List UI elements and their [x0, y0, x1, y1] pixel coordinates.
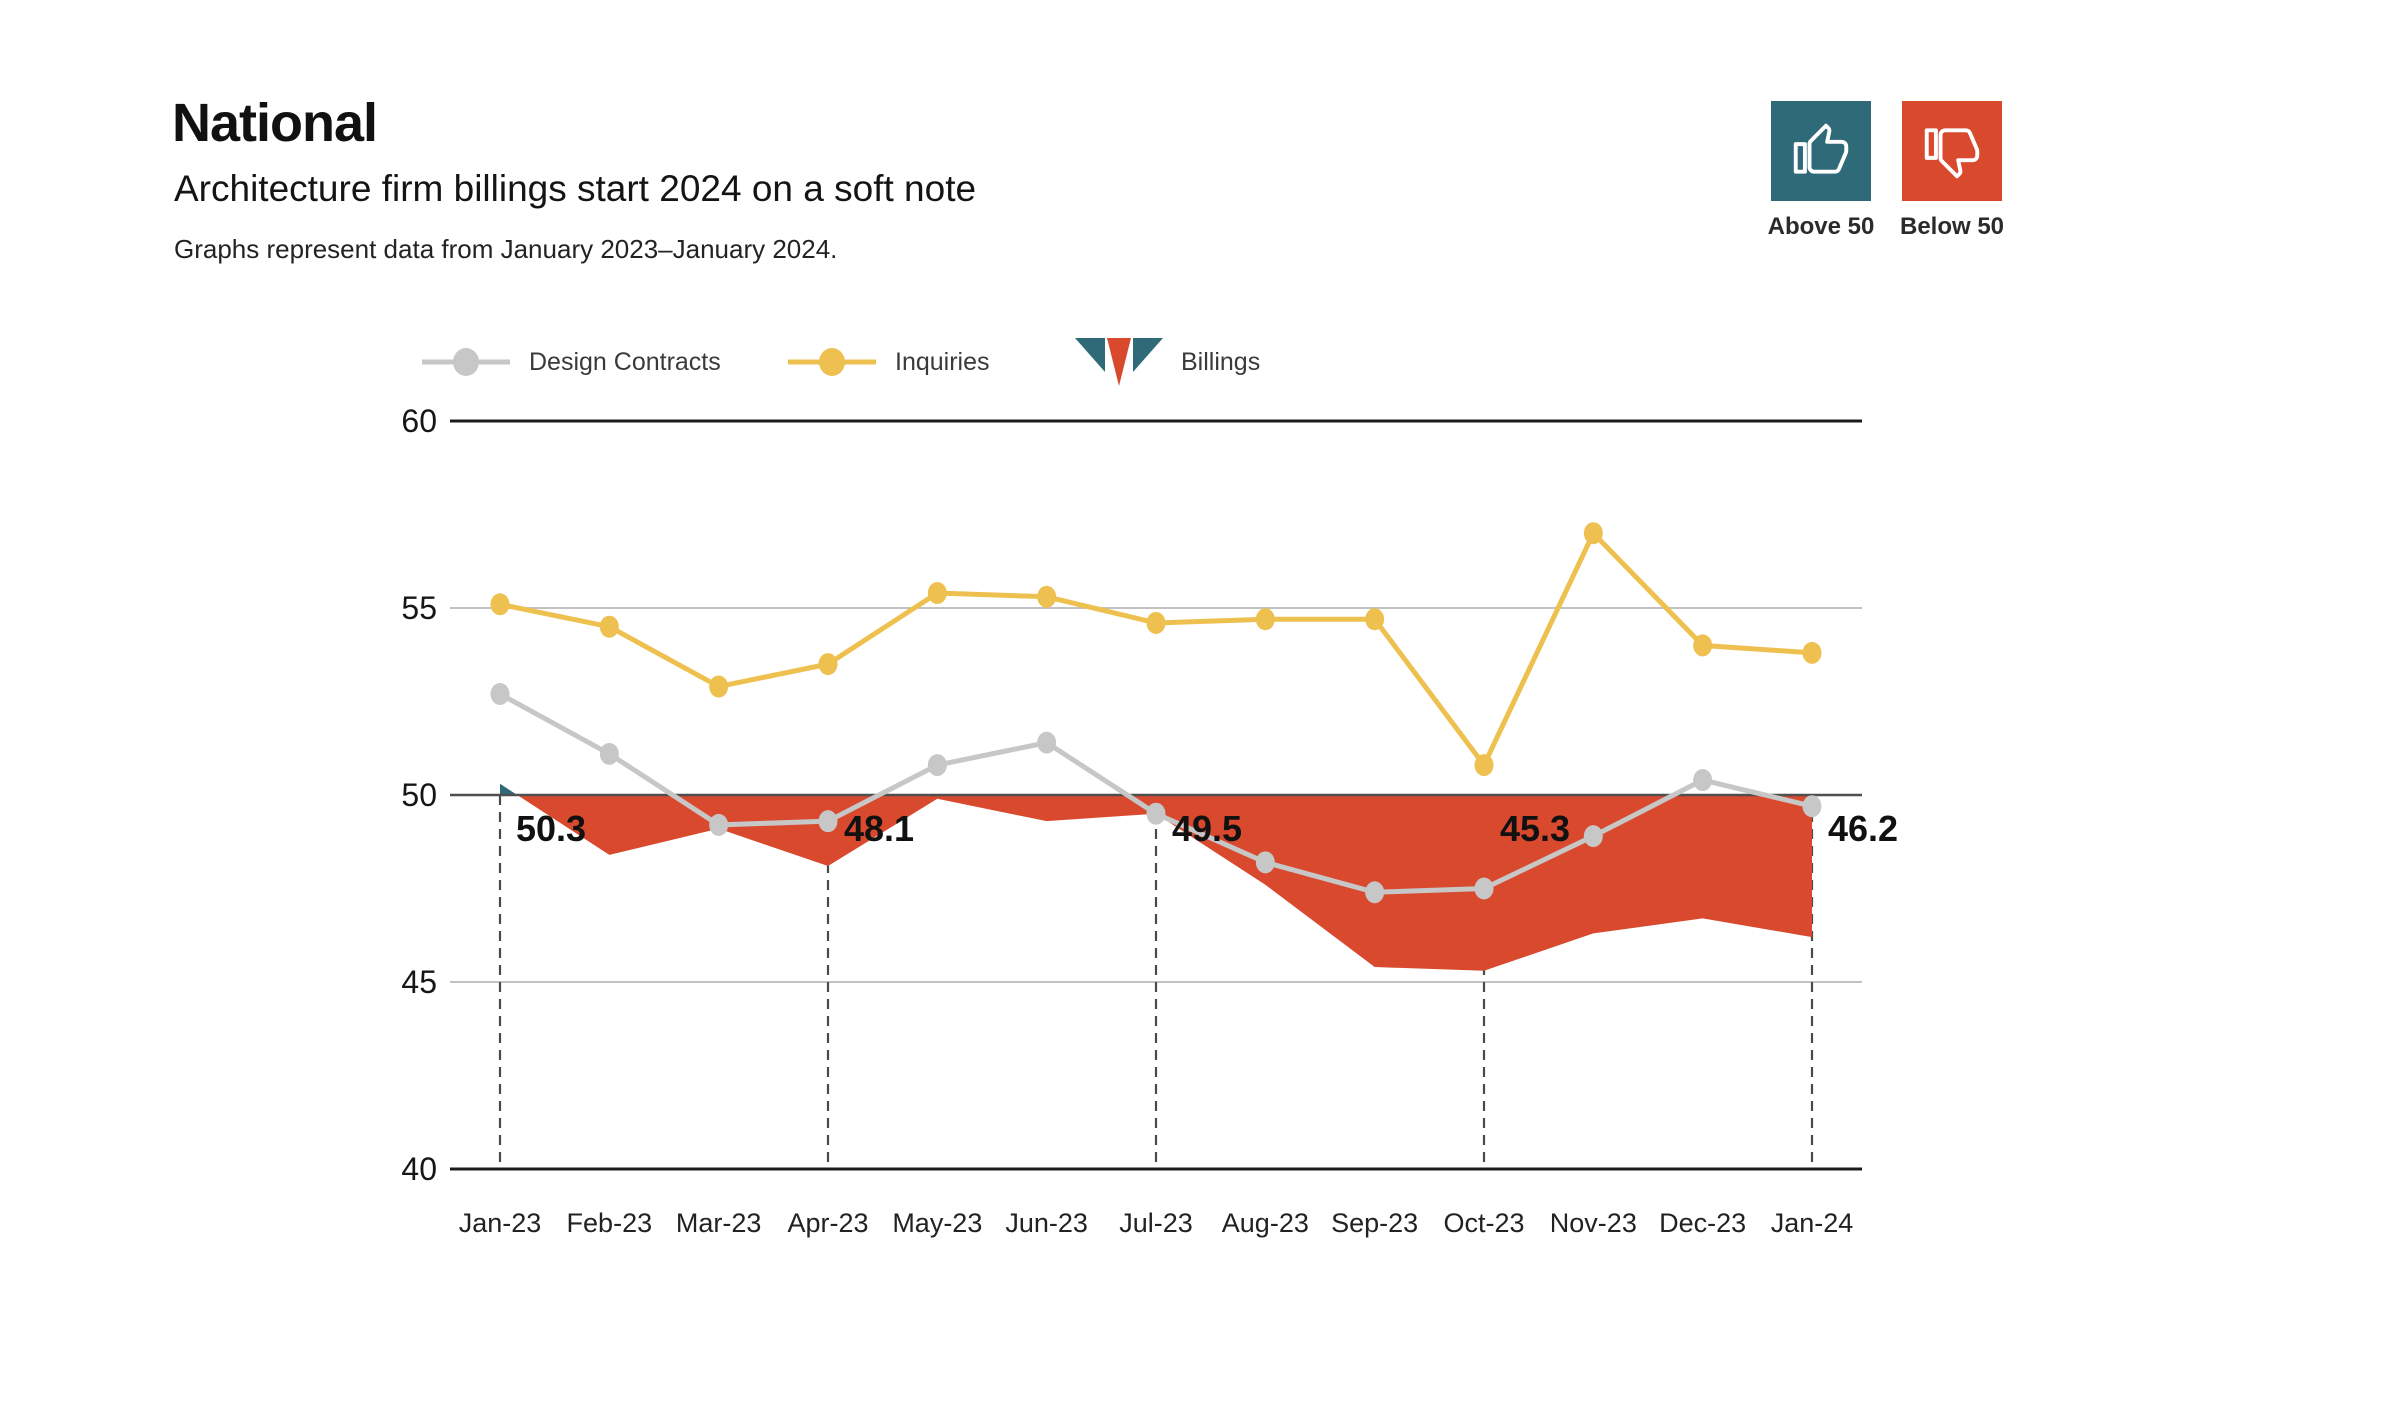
chart-legend: Design Contracts Inquiries Billings — [0, 336, 2400, 388]
design-contracts-point — [1365, 881, 1385, 904]
design-contracts-point — [927, 754, 947, 777]
x-axis-label: Apr-23 — [787, 1208, 868, 1238]
design-contracts-point — [1802, 795, 1822, 818]
x-axis-label: Sep-23 — [1331, 1208, 1418, 1238]
y-axis-label: 45 — [401, 964, 437, 1000]
key-above-50: Above 50 — [1768, 101, 1874, 241]
x-axis-label: Jun-23 — [1005, 1208, 1088, 1238]
y-axis-label: 40 — [401, 1151, 437, 1187]
thumbs-up-icon — [1771, 101, 1871, 201]
x-axis-label: Jul-23 — [1119, 1208, 1193, 1238]
legend-item-design-contracts: Design Contracts — [420, 336, 721, 388]
billings-value-annotation: 45.3 — [1500, 808, 1570, 849]
x-axis-label: Mar-23 — [676, 1208, 762, 1238]
legend-label-billings: Billings — [1181, 347, 1261, 376]
billings-value-annotation: 50.3 — [516, 808, 586, 849]
inquiries-point — [1365, 608, 1385, 631]
key-below-50: Below 50 — [1899, 101, 2005, 241]
inquiries-point — [599, 615, 619, 638]
legend-label-design-contracts: Design Contracts — [529, 347, 721, 376]
y-axis-label: 60 — [401, 403, 437, 439]
billings-area-below — [500, 795, 1812, 971]
x-axis-label: Aug-23 — [1222, 1208, 1309, 1238]
design-contracts-point — [1474, 877, 1494, 900]
inquiries-point — [1255, 608, 1275, 631]
inquiries-point — [1693, 634, 1713, 657]
score-key: Above 50 Below 50 — [1768, 101, 2005, 241]
design-contracts-point — [1255, 851, 1275, 874]
thumbs-down-glyph — [1924, 128, 1980, 179]
design-contracts-point — [1583, 825, 1603, 848]
x-axis-label: May-23 — [892, 1208, 982, 1238]
inquiries-line — [499, 528, 1813, 770]
inquiries-point — [490, 593, 510, 616]
page-title: National — [172, 93, 378, 153]
billings-area-icon — [1075, 338, 1163, 386]
billings-value-annotation: 49.5 — [1172, 808, 1242, 849]
y-axis-label: 55 — [401, 590, 437, 626]
design-contracts-marker-icon — [422, 348, 510, 376]
design-contracts-point — [1037, 731, 1057, 754]
design-contracts-point — [818, 810, 838, 833]
inquiries-point — [1583, 522, 1603, 545]
page-caption: Graphs represent data from January 2023–… — [174, 234, 838, 264]
design-contracts-point — [599, 742, 619, 765]
y-axis-label: 50 — [401, 777, 437, 813]
billings-value-annotation: 48.1 — [844, 808, 914, 849]
design-contracts-point — [709, 813, 729, 836]
design-contracts-point — [490, 683, 510, 706]
x-axis-label: Jan-23 — [459, 1208, 542, 1238]
x-axis-label: Jan-24 — [1771, 1208, 1854, 1238]
inquiries-point — [927, 582, 947, 605]
x-axis-label: Nov-23 — [1550, 1208, 1637, 1238]
key-below-50-label: Below 50 — [1899, 213, 2005, 240]
inquiries-point — [1037, 585, 1057, 608]
legend-label-inquiries: Inquiries — [895, 347, 990, 376]
inquiries-marker-icon — [788, 348, 876, 376]
thumbs-down-icon — [1902, 101, 2002, 201]
legend-item-inquiries: Inquiries — [786, 336, 990, 388]
legend-item-billings: Billings — [1074, 336, 1260, 388]
inquiries-point — [709, 675, 729, 698]
inquiries-point — [818, 653, 838, 676]
design-contracts-point — [1693, 769, 1713, 792]
billings-value-annotation: 46.2 — [1828, 808, 1898, 849]
x-axis-label: Dec-23 — [1659, 1208, 1746, 1238]
page-subtitle: Architecture firm billings start 2024 on… — [174, 168, 977, 209]
inquiries-point — [1802, 641, 1822, 664]
key-above-50-label: Above 50 — [1767, 213, 1875, 240]
design-contracts-point — [1146, 802, 1166, 825]
x-axis-label: Oct-23 — [1443, 1208, 1524, 1238]
inquiries-point — [1146, 611, 1166, 634]
thumbs-up-glyph — [1793, 123, 1849, 174]
x-axis-label: Feb-23 — [567, 1208, 653, 1238]
inquiries-point — [1474, 754, 1494, 777]
